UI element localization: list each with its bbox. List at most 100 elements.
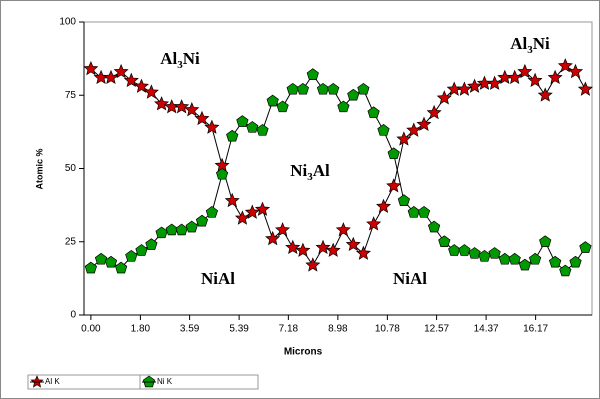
- data-point: [315, 239, 331, 255]
- data-point: [125, 249, 138, 262]
- y-axis-label: Atomic %: [34, 148, 44, 189]
- data-point: [327, 82, 340, 95]
- annotation-part: NiAl: [201, 269, 235, 288]
- data-point: [426, 104, 442, 120]
- legend-label: Al K: [45, 377, 60, 386]
- legend-label: Ni K: [157, 377, 173, 386]
- data-point: [114, 261, 128, 274]
- data-point: [256, 123, 269, 136]
- data-point: [305, 257, 321, 272]
- data-point: [387, 147, 400, 160]
- data-point: [488, 247, 501, 259]
- data-point: [246, 121, 259, 133]
- annotation-part: 3: [527, 44, 533, 56]
- data-point: [507, 69, 523, 85]
- data-point: [266, 94, 279, 107]
- data-point: [517, 63, 533, 79]
- data-point: [184, 101, 200, 117]
- data-point: [195, 214, 209, 227]
- data-point: [567, 63, 584, 79]
- data-point: [396, 131, 412, 146]
- data-point: [406, 122, 422, 137]
- data-point: [226, 129, 239, 142]
- data-point: [416, 116, 432, 131]
- data-point: [456, 81, 472, 96]
- data-point: [478, 249, 491, 262]
- data-point: [325, 242, 341, 257]
- x-tick-label: 12.57: [424, 324, 449, 335]
- data-point: [355, 245, 371, 260]
- data-point: [205, 205, 219, 218]
- data-point: [265, 230, 281, 246]
- y-tick-label: 100: [59, 17, 76, 28]
- data-point: [468, 247, 481, 259]
- data-point: [417, 205, 431, 218]
- data-point: [234, 210, 250, 225]
- y-tick-label: 25: [65, 236, 77, 247]
- annotation: Al3Ni: [510, 34, 550, 56]
- annotation-part: Ni: [290, 161, 307, 180]
- data-point: [357, 82, 370, 95]
- x-tick-label: 14.37: [474, 324, 499, 335]
- annotation-part: Al: [313, 161, 330, 180]
- data-point: [548, 255, 562, 268]
- data-point: [366, 216, 382, 231]
- annotation: Ni3Al: [290, 161, 330, 183]
- data-point: [215, 167, 229, 180]
- legend-box: [139, 374, 259, 390]
- data-point: [84, 261, 98, 274]
- data-point: [145, 238, 158, 250]
- data-point: [448, 244, 461, 256]
- data-point: [508, 252, 521, 265]
- data-point: [143, 84, 159, 99]
- data-point: [376, 198, 392, 214]
- data-point: [135, 244, 148, 256]
- data-point: [337, 100, 350, 113]
- y-tick-label: 75: [65, 90, 77, 101]
- x-axis-label: Microns: [284, 347, 323, 358]
- data-point: [94, 252, 108, 265]
- data-point: [467, 78, 483, 93]
- x-tick-label: 3.59: [180, 324, 200, 335]
- data-point: [557, 58, 573, 73]
- annotation-part: Ni: [533, 34, 550, 53]
- x-tick-label: 1.80: [131, 324, 151, 335]
- data-point: [528, 252, 542, 265]
- data-point: [175, 223, 188, 236]
- annotation-part: 3: [307, 171, 313, 183]
- data-point: [276, 100, 289, 113]
- annotation-part: Al: [160, 49, 177, 68]
- data-point: [194, 110, 210, 126]
- data-point: [539, 235, 552, 247]
- annotation-part: Ni: [183, 49, 200, 68]
- x-tick-label: 8.98: [328, 324, 348, 335]
- data-point: [286, 82, 299, 95]
- data-point: [347, 88, 360, 101]
- data-point: [569, 255, 582, 268]
- data-point: [377, 123, 390, 136]
- data-point: [397, 194, 411, 206]
- data-point: [367, 106, 380, 119]
- data-point: [527, 72, 543, 88]
- data-point: [244, 204, 260, 219]
- legend-marker: [142, 375, 156, 388]
- y-tick-label: 0: [70, 310, 76, 321]
- annotation: NiAl: [393, 269, 427, 288]
- data-point: [133, 78, 149, 93]
- data-point: [306, 68, 319, 80]
- data-point: [123, 72, 139, 88]
- data-point: [204, 119, 220, 134]
- data-point: [316, 82, 330, 95]
- annotation: NiAl: [201, 269, 235, 288]
- data-point: [113, 63, 129, 79]
- x-tick-label: 0.00: [81, 324, 101, 335]
- data-point: [295, 242, 311, 257]
- data-point: [345, 236, 361, 252]
- x-tick-label: 10.78: [375, 324, 400, 335]
- annotation-part: 3: [177, 59, 183, 71]
- data-point: [487, 75, 503, 90]
- annotation: Al3Ni: [160, 49, 200, 71]
- data-point: [547, 69, 563, 85]
